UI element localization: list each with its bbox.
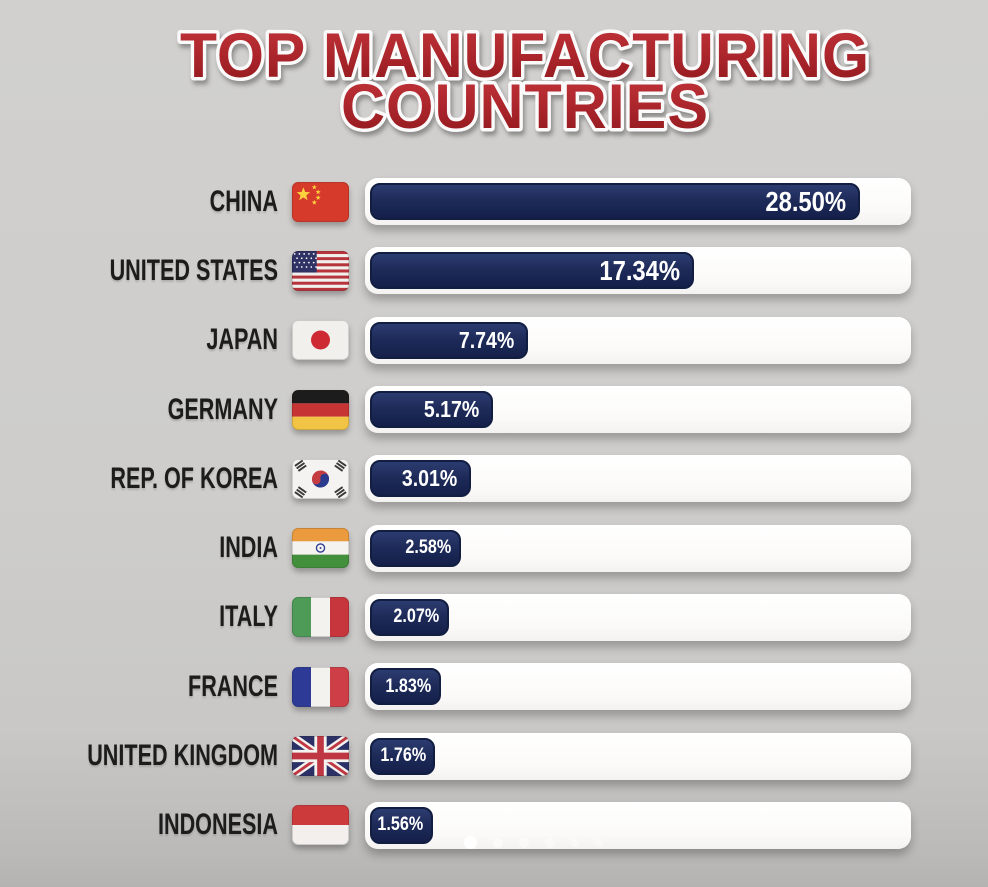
bar-chart: CHINA 28.50% UNITED STATES 17.34% JAPAN 7.74…	[0, 167, 988, 860]
flag-us-icon	[292, 250, 349, 291]
value-bar: 7.74%	[370, 321, 529, 359]
title-line-2: COUNTRIES	[341, 72, 709, 142]
bar-track: 1.76%	[365, 732, 911, 780]
bar-value-label: 28.50%	[765, 185, 847, 217]
chart-row: CHINA 28.50%	[0, 167, 988, 236]
flag-italy-icon	[292, 597, 349, 638]
value-bar: 1.83%	[370, 668, 441, 706]
carousel-dot	[545, 837, 555, 848]
flag-japan-icon	[292, 320, 349, 361]
bar-track: 7.74%	[365, 316, 911, 364]
carousel-dot	[519, 837, 529, 848]
value-bar: 17.34%	[370, 252, 695, 290]
page-title: TOP MANUFACTURING COUNTRIES	[177, 18, 873, 146]
value-bar: 1.76%	[370, 737, 436, 775]
country-label: REP. OF KOREA	[110, 461, 279, 495]
bar-track: 5.17%	[365, 386, 911, 434]
flag-germany-icon	[292, 389, 349, 430]
bar-track: 2.07%	[365, 593, 911, 641]
carousel-dot-active	[464, 836, 477, 849]
country-label: INDIA	[219, 531, 278, 565]
chart-row: UNITED KINGDOM 1.76%	[0, 721, 988, 790]
bar-track: 1.83%	[365, 663, 911, 711]
flag-uk-icon	[292, 736, 349, 776]
bar-value-label: 2.58%	[405, 537, 451, 559]
bar-value-label: 17.34%	[599, 254, 681, 286]
flag-france-icon	[292, 666, 349, 707]
value-bar: 3.01%	[370, 460, 471, 498]
chart-row: INDONESIA 1.56%	[0, 791, 988, 860]
chart-row: FRANCE 1.83%	[0, 652, 988, 721]
chart-row: ITALY 2.07%	[0, 583, 988, 652]
chart-row: JAPAN 7.74%	[0, 306, 988, 375]
country-label: FRANCE	[188, 669, 278, 703]
bar-value-label: 2.07%	[393, 606, 440, 628]
bar-track: 3.01%	[365, 455, 911, 503]
bar-track: 1.56%	[365, 801, 911, 849]
value-bar: 5.17%	[370, 391, 494, 429]
flag-india-icon	[292, 528, 349, 569]
country-label: JAPAN	[206, 323, 278, 357]
value-bar: 2.07%	[370, 598, 449, 636]
chart-row: INDIA 2.58%	[0, 513, 988, 582]
bar-value-label: 7.74%	[458, 326, 515, 353]
carousel-dot	[571, 838, 579, 847]
country-label: GERMANY	[167, 392, 278, 426]
title-line-1: TOP MANUFACTURING	[180, 21, 870, 91]
bar-value-label: 1.56%	[377, 814, 424, 836]
country-label: CHINA	[209, 184, 278, 218]
bar-value-label: 5.17%	[423, 396, 480, 423]
carousel-dot	[493, 837, 503, 848]
bar-track: 28.50%	[365, 178, 911, 226]
bar-track: 2.58%	[365, 524, 911, 572]
chart-row: GERMANY 5.17%	[0, 375, 988, 444]
bar-value-label: 1.83%	[385, 675, 432, 697]
bar-value-label: 3.01%	[401, 465, 457, 492]
flag-indonesia-icon	[292, 805, 349, 846]
country-label: ITALY	[219, 600, 278, 634]
bar-track: 17.34%	[365, 247, 911, 295]
carousel-dots	[464, 836, 603, 849]
bar-value-label: 1.76%	[379, 745, 426, 767]
value-bar: 28.50%	[370, 183, 861, 221]
country-label: INDONESIA	[157, 808, 278, 842]
chart-row: UNITED STATES 17.34%	[0, 236, 988, 305]
value-bar: 1.56%	[370, 806, 434, 844]
country-label: UNITED STATES	[109, 253, 278, 287]
carousel-dot	[595, 838, 603, 847]
value-bar: 2.58%	[370, 529, 461, 567]
chart-row: REP. OF KOREA 3.01%	[0, 444, 988, 513]
country-label: UNITED KINGDOM	[87, 739, 278, 773]
flag-south-korea-icon	[292, 458, 349, 499]
flag-china-icon	[292, 181, 349, 222]
